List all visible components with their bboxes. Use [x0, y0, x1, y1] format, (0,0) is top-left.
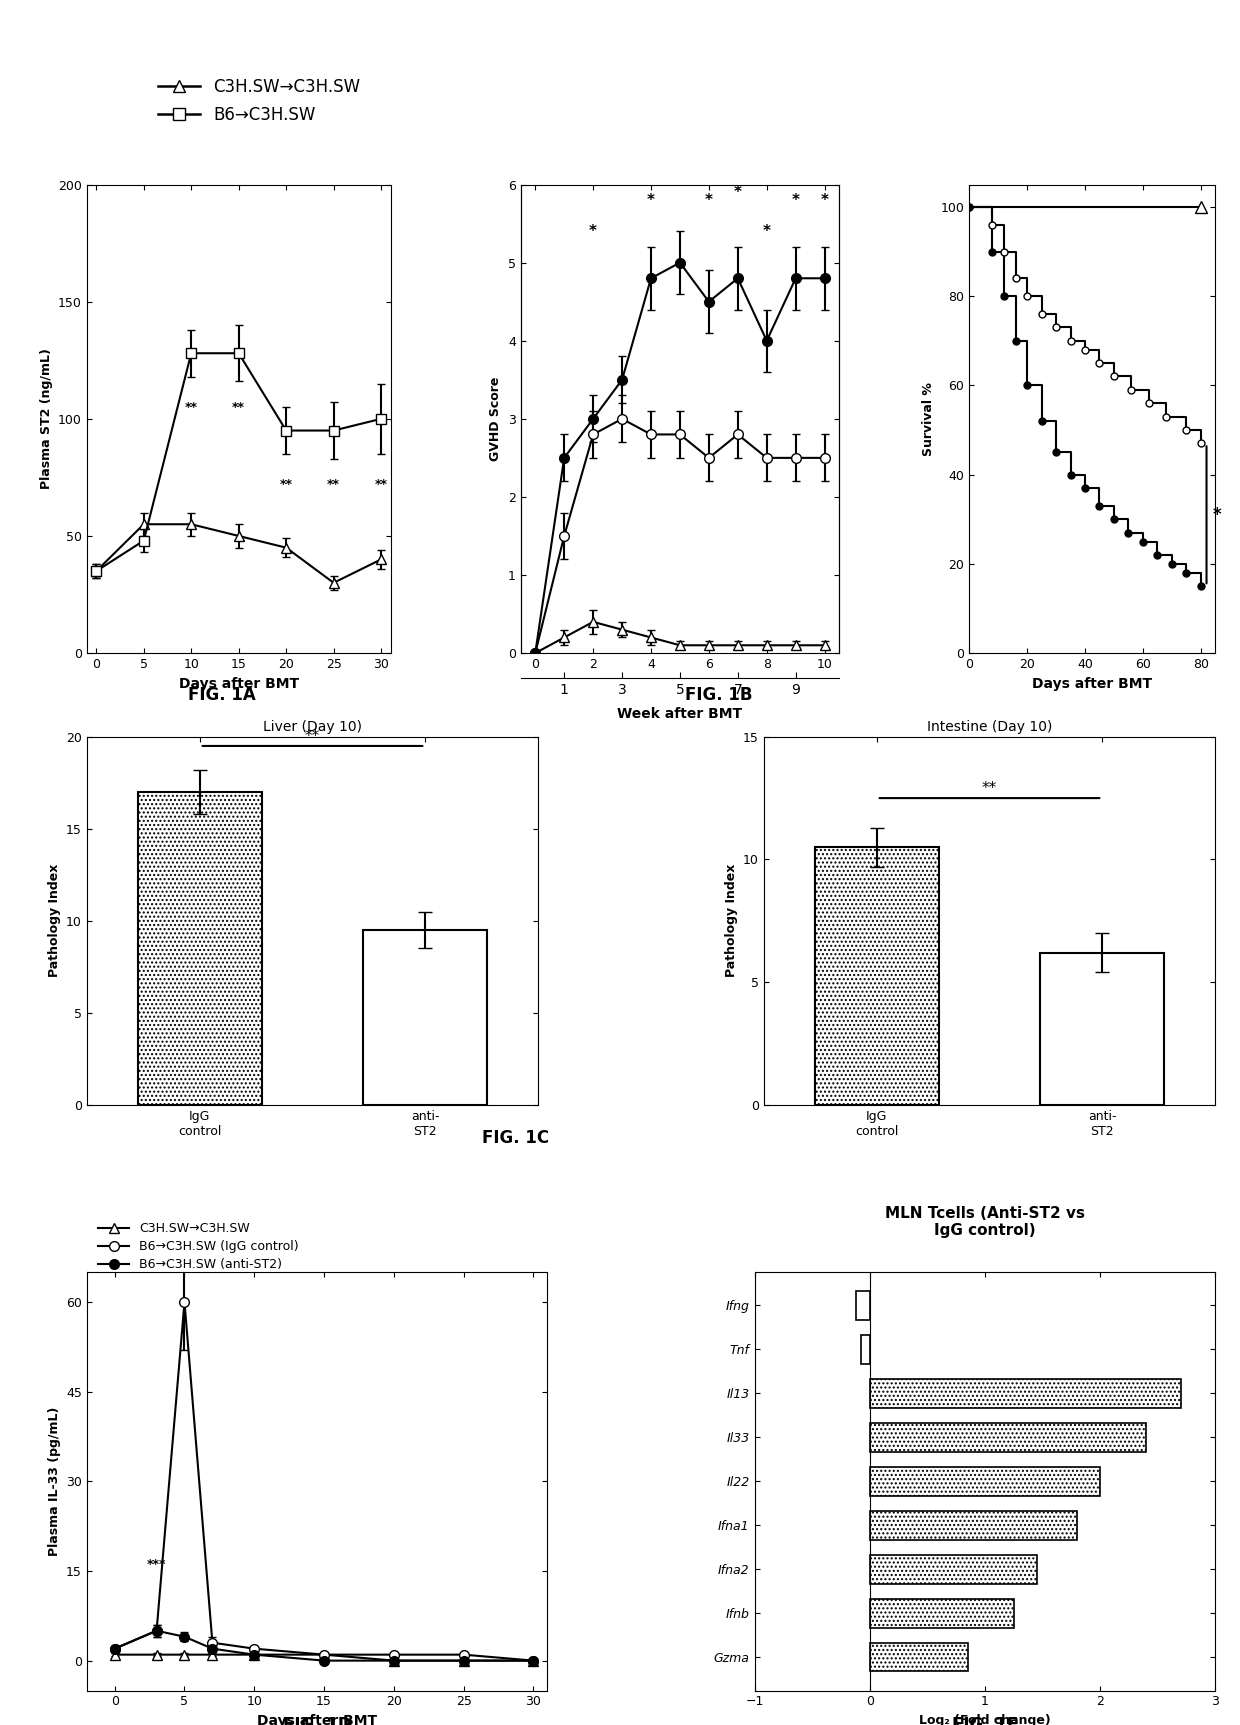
Y-axis label: Plasma IL-33 (pg/mL): Plasma IL-33 (pg/mL) [47, 1406, 61, 1556]
Text: FIG. 1D: FIG. 1D [283, 1716, 351, 1725]
Title: Intestine (Day 10): Intestine (Day 10) [926, 721, 1053, 735]
Y-axis label: GVHD Score: GVHD Score [490, 376, 502, 461]
Text: *: * [589, 224, 598, 240]
X-axis label: Log₂ (Fold change): Log₂ (Fold change) [919, 1715, 1050, 1725]
Text: *: * [704, 193, 713, 209]
Text: *: * [734, 185, 742, 200]
Text: *: * [791, 193, 800, 209]
Bar [138, 792, 262, 1106]
Bar [815, 847, 939, 1106]
Text: ***: *** [146, 1558, 166, 1571]
Bar [1040, 952, 1164, 1106]
Text: **: ** [185, 400, 197, 414]
Text: FIG. 1E: FIG. 1E [952, 1716, 1018, 1725]
Text: **: ** [327, 478, 340, 492]
Bar [856, 1292, 869, 1320]
Bar [861, 1335, 869, 1364]
Bar [869, 1423, 1146, 1452]
Bar [869, 1378, 1180, 1408]
Text: **: ** [305, 730, 320, 743]
Text: *: * [1213, 505, 1221, 524]
Text: **: ** [982, 781, 997, 795]
Text: MLN Tcells (Anti-ST2 vs
IgG control): MLN Tcells (Anti-ST2 vs IgG control) [885, 1206, 1085, 1239]
X-axis label: Days after BMT: Days after BMT [1032, 676, 1152, 690]
Text: FIG. 1C: FIG. 1C [482, 1130, 549, 1147]
Y-axis label: Plasma ST2 (ng/mL): Plasma ST2 (ng/mL) [40, 348, 52, 490]
Legend: C3H.SW→C3H.SW, B6→C3H.SW: C3H.SW→C3H.SW, B6→C3H.SW [151, 71, 367, 131]
Bar [869, 1599, 1013, 1627]
Bar [869, 1642, 967, 1672]
Legend: C3H.SW→C3H.SW, B6→C3H.SW (IgG control), B6→C3H.SW (anti-ST2): C3H.SW→C3H.SW, B6→C3H.SW (IgG control), … [93, 1216, 304, 1276]
Y-axis label: Pathology Index: Pathology Index [47, 864, 61, 978]
Bar [363, 930, 487, 1106]
Text: *: * [647, 193, 655, 209]
Text: **: ** [280, 478, 293, 492]
Bar [869, 1466, 1100, 1496]
X-axis label: Days after BMT: Days after BMT [179, 676, 299, 690]
Text: *: * [763, 224, 771, 240]
Text: FIG. 1A: FIG. 1A [188, 687, 257, 704]
Bar [869, 1554, 1037, 1584]
X-axis label: Week after BMT: Week after BMT [618, 707, 743, 721]
Y-axis label: Pathology Index: Pathology Index [724, 864, 738, 978]
Text: **: ** [232, 400, 246, 414]
Text: FIG. 1B: FIG. 1B [684, 687, 753, 704]
Title: Liver (Day 10): Liver (Day 10) [263, 721, 362, 735]
Text: **: ** [374, 478, 388, 492]
Y-axis label: Survival %: Survival % [923, 381, 935, 455]
Bar [869, 1511, 1078, 1540]
X-axis label: Days after BMT: Days after BMT [257, 1715, 377, 1725]
Text: *: * [821, 193, 828, 209]
